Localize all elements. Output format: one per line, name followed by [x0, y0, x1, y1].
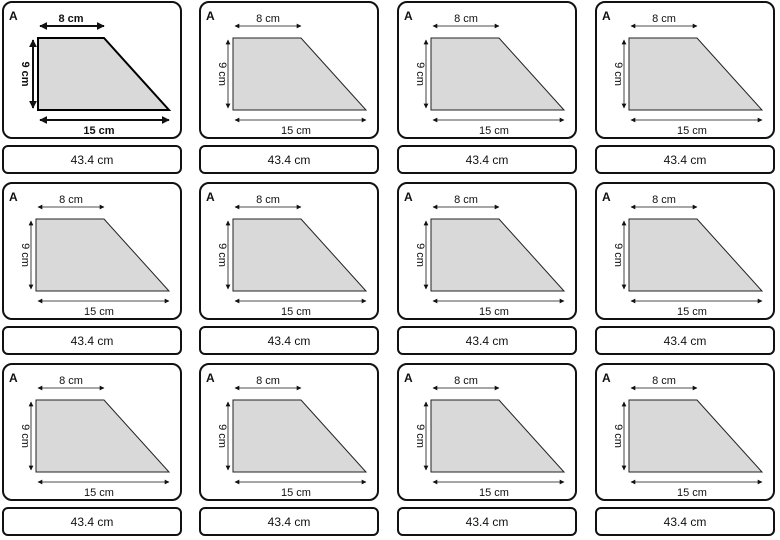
- top-length-label: 8 cm: [454, 13, 478, 25]
- trapezium-card: A 8 cm 9 cm 15 cm: [2, 182, 182, 320]
- trapezium-shape: [35, 218, 171, 292]
- side-length-label: 9 cm: [414, 424, 426, 448]
- card-letter: A: [404, 371, 413, 385]
- top-length-label: 8 cm: [256, 375, 280, 387]
- card-letter: A: [9, 190, 18, 204]
- trapezium-card: A 8 cm 9 cm 15 cm: [199, 1, 379, 139]
- top-length-label: 8 cm: [58, 13, 83, 25]
- trapezium-shape: [232, 37, 368, 111]
- bottom-length-label: 15 cm: [677, 306, 707, 318]
- perimeter-answer: 43.4 cm: [2, 326, 182, 355]
- bottom-length-label: 15 cm: [479, 487, 509, 499]
- top-length-label: 8 cm: [59, 375, 83, 387]
- perimeter-answer: 43.4 cm: [595, 326, 775, 355]
- card-letter: A: [206, 190, 215, 204]
- top-length-label: 8 cm: [652, 375, 676, 387]
- trapezium-diagram: A 8 cm 9 cm 15 cm: [9, 190, 171, 318]
- side-length-label: 9 cm: [612, 243, 624, 267]
- trapezium-diagram: A 8 cm 9 cm 15 cm: [602, 9, 764, 137]
- side-length-label: 9 cm: [216, 62, 228, 86]
- trapezium-diagram: A 8 cm 9 cm 15 cm: [206, 371, 368, 499]
- trapezium-shape: [430, 37, 566, 111]
- bottom-length-label: 15 cm: [84, 306, 114, 318]
- top-length-label: 8 cm: [454, 375, 478, 387]
- perimeter-answer: 43.4 cm: [2, 507, 182, 536]
- trapezium-diagram: A 8 cm 9 cm 15 cm: [404, 9, 566, 137]
- card-letter: A: [404, 9, 413, 23]
- card-letter: A: [602, 9, 611, 23]
- bottom-length-label: 15 cm: [677, 125, 707, 137]
- trapezium-shape: [37, 37, 172, 111]
- trapezium-card: A 8 cm 9 cm 15 cm: [397, 182, 577, 320]
- top-length-label: 8 cm: [256, 13, 280, 25]
- perimeter-answer: 43.4 cm: [2, 145, 182, 174]
- trapezium-shape: [430, 399, 566, 473]
- bottom-length-label: 15 cm: [677, 487, 707, 499]
- trapezium-diagram: A 8 cm 9 cm 15 cm: [404, 190, 566, 318]
- trapezium-shape: [628, 37, 764, 111]
- card-letter: A: [9, 371, 18, 385]
- card-letter: A: [206, 9, 215, 23]
- trapezium-diagram: A 8 cm 9 cm 15 cm: [206, 9, 368, 137]
- card-letter: A: [206, 371, 215, 385]
- bottom-length-label: 15 cm: [84, 487, 114, 499]
- trapezium-diagram: A 8 cm 9 cm 15 cm: [9, 9, 172, 137]
- trapezium-shape: [232, 218, 368, 292]
- perimeter-answer: 43.4 cm: [199, 145, 379, 174]
- perimeter-answer: 43.4 cm: [595, 145, 775, 174]
- bottom-length-label: 15 cm: [281, 306, 311, 318]
- trapezium-diagram: A 8 cm 9 cm 15 cm: [206, 190, 368, 318]
- trapezium-card: A 8 cm 9 cm 15 cm: [595, 182, 775, 320]
- trapezium-shape: [628, 399, 764, 473]
- top-length-label: 8 cm: [256, 194, 280, 206]
- perimeter-answer: 43.4 cm: [397, 326, 577, 355]
- bottom-length-label: 15 cm: [281, 487, 311, 499]
- trapezium-diagram: A 8 cm 9 cm 15 cm: [602, 371, 764, 499]
- top-length-label: 8 cm: [652, 194, 676, 206]
- trapezium-diagram: A 8 cm 9 cm 15 cm: [602, 190, 764, 318]
- side-length-label: 9 cm: [216, 424, 228, 448]
- top-length-label: 8 cm: [652, 13, 676, 25]
- card-letter: A: [9, 9, 18, 23]
- perimeter-answer: 43.4 cm: [595, 507, 775, 536]
- trapezium-card: A 8 cm 9 cm 15 cm: [2, 1, 182, 139]
- trapezium-card: A 8 cm 9 cm 15 cm: [595, 1, 775, 139]
- perimeter-answer: 43.4 cm: [199, 507, 379, 536]
- trapezium-shape: [430, 218, 566, 292]
- perimeter-answer: 43.4 cm: [199, 326, 379, 355]
- side-length-label: 9 cm: [19, 61, 31, 86]
- side-length-label: 9 cm: [414, 62, 426, 86]
- trapezium-card: A 8 cm 9 cm 15 cm: [199, 182, 379, 320]
- side-length-label: 9 cm: [19, 424, 31, 448]
- trapezium-card: A 8 cm 9 cm 15 cm: [397, 1, 577, 139]
- bottom-length-label: 15 cm: [83, 125, 114, 137]
- card-letter: A: [404, 190, 413, 204]
- trapezium-shape: [35, 399, 171, 473]
- card-letter: A: [602, 190, 611, 204]
- card-letter: A: [602, 371, 611, 385]
- trapezium-shape: [628, 218, 764, 292]
- perimeter-answer: 43.4 cm: [397, 507, 577, 536]
- side-length-label: 9 cm: [216, 243, 228, 267]
- bottom-length-label: 15 cm: [281, 125, 311, 137]
- trapezium-card: A 8 cm 9 cm 15 cm: [2, 363, 182, 501]
- trapezium-shape: [232, 399, 368, 473]
- top-length-label: 8 cm: [454, 194, 478, 206]
- side-length-label: 9 cm: [19, 243, 31, 267]
- perimeter-answer: 43.4 cm: [397, 145, 577, 174]
- bottom-length-label: 15 cm: [479, 125, 509, 137]
- trapezium-diagram: A 8 cm 9 cm 15 cm: [404, 371, 566, 499]
- side-length-label: 9 cm: [414, 243, 426, 267]
- side-length-label: 9 cm: [612, 424, 624, 448]
- bottom-length-label: 15 cm: [479, 306, 509, 318]
- top-length-label: 8 cm: [59, 194, 83, 206]
- trapezium-diagram: A 8 cm 9 cm 15 cm: [9, 371, 171, 499]
- side-length-label: 9 cm: [612, 62, 624, 86]
- trapezium-card: A 8 cm 9 cm 15 cm: [397, 363, 577, 501]
- trapezium-card: A 8 cm 9 cm 15 cm: [595, 363, 775, 501]
- trapezium-card: A 8 cm 9 cm 15 cm: [199, 363, 379, 501]
